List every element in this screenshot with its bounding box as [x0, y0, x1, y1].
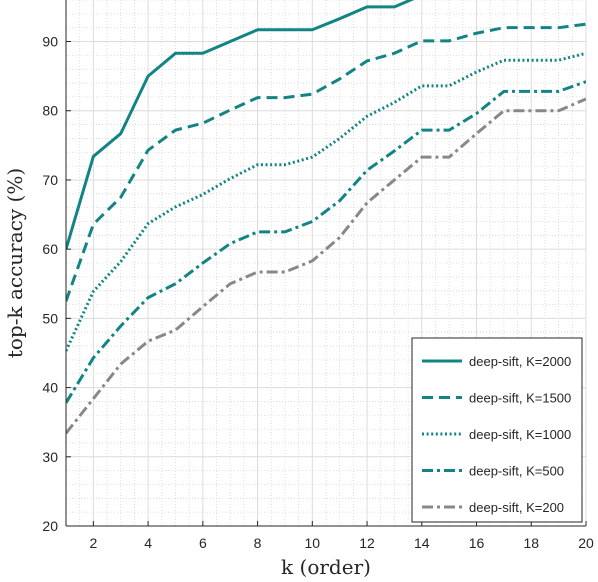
legend-label-4: deep-sift, K=500: [469, 464, 564, 479]
y-tick-label: 90: [42, 34, 58, 50]
x-axis-label: k (order): [281, 555, 371, 579]
y-axis-label: top-k accuracy (%): [3, 168, 27, 358]
legend-label-5: deep-sift, K=200: [469, 500, 564, 515]
x-tick-label: 8: [254, 535, 262, 551]
legend-box: [411, 337, 583, 523]
series-line-5: [66, 97, 586, 435]
y-tick-label: 80: [42, 103, 58, 119]
y-tick-label: 40: [42, 380, 58, 396]
y-tick-labels: 20 30 40 50 60 70 80 90: [42, 34, 58, 534]
legend-label-1: deep-sift, K=2000: [469, 354, 571, 369]
series-line-1: [66, 0, 415, 250]
x-tick-label: 12: [359, 535, 375, 551]
x-tick-label: 2: [89, 535, 97, 551]
x-tick-label: 14: [414, 535, 430, 551]
axes: [65, 0, 587, 527]
x-tick-label: 4: [144, 535, 152, 551]
legend-label-3: deep-sift, K=1000: [469, 427, 571, 442]
x-tick-label: 20: [578, 535, 594, 551]
y-tick-label: 20: [42, 518, 58, 534]
y-tick-label: 50: [42, 310, 58, 326]
series-line-4: [66, 80, 586, 404]
series-line-3: [66, 51, 586, 352]
y-tick-label: 60: [42, 241, 58, 257]
x-tick-label: 6: [199, 535, 207, 551]
y-tick-label: 70: [42, 172, 58, 188]
legend: deep-sift, K=2000 deep-sift, K=1500 deep-s…: [411, 337, 583, 523]
series-lines: [66, 0, 586, 435]
x-tick-labels: 2 4 6 8 10 12 14 16 18 20: [89, 535, 594, 551]
x-tick-label: 16: [469, 535, 485, 551]
legend-label-2: deep-sift, K=1500: [469, 391, 571, 406]
x-tick-label: 18: [523, 535, 539, 551]
x-tick-label: 10: [305, 535, 321, 551]
y-tick-label: 30: [42, 449, 58, 465]
series-line-2: [66, 22, 586, 302]
